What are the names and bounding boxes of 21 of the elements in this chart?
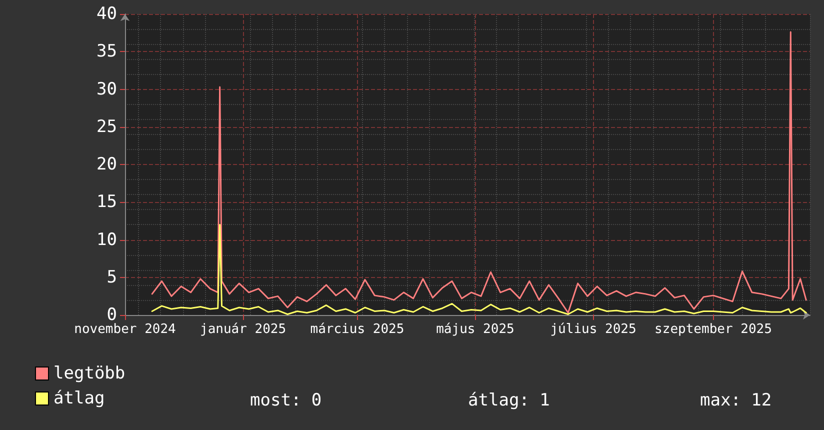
x-tick-label: november 2024: [74, 322, 176, 337]
y-tick-label: 35: [96, 42, 117, 62]
legend-label: átlag: [54, 388, 105, 408]
x-tick-label: július 2025: [550, 322, 636, 337]
x-tick-label: szeptember 2025: [654, 322, 772, 337]
line-series: [151, 31, 807, 314]
text: most: 0: [250, 390, 322, 410]
x-tick-label: május 2025: [436, 322, 514, 337]
y-tick-label: 30: [96, 79, 117, 100]
y-tick-label: 0: [106, 305, 117, 325]
y-tick-label: 10: [96, 230, 117, 250]
y-tick-label: 15: [96, 192, 117, 212]
x-tick-label: január 2025: [200, 322, 286, 337]
legend-label: legtöbb: [54, 364, 126, 384]
y-tick-label: 40: [96, 4, 117, 24]
text: átlag: 1: [468, 390, 550, 410]
y-tick-label: 25: [96, 116, 117, 137]
x-tick-label: március 2025: [310, 322, 404, 337]
text: max: 12: [700, 390, 772, 410]
y-tick-label: 5: [106, 267, 117, 288]
y-tick-label: 20: [96, 154, 117, 174]
